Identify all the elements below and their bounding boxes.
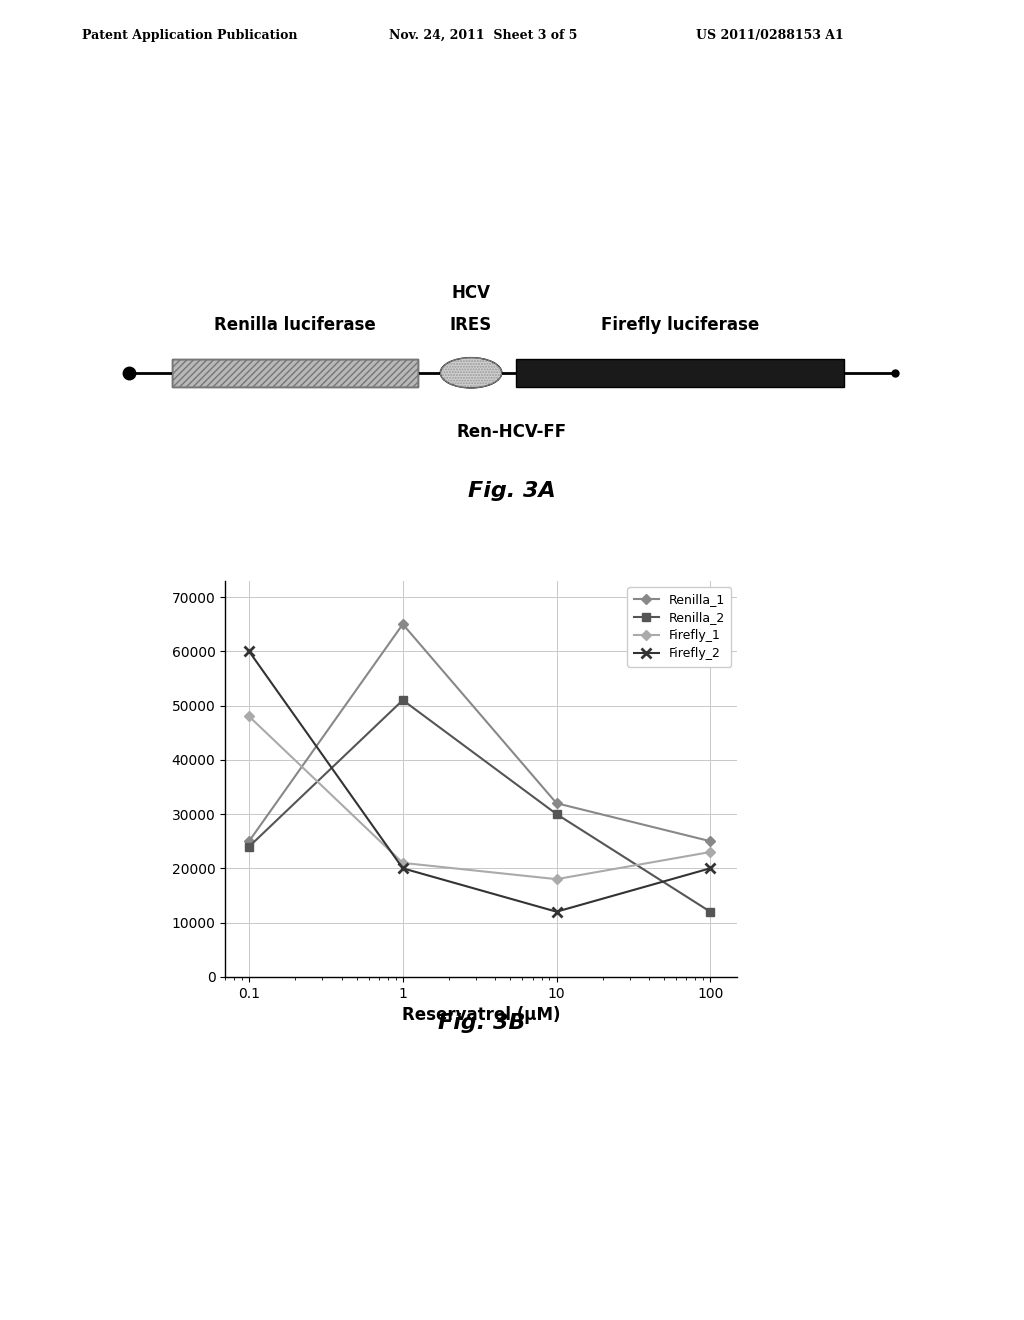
Line: Renilla_1: Renilla_1 <box>246 620 714 845</box>
Renilla_1 <box>396 616 409 632</box>
Renilla_2 <box>705 904 717 920</box>
Renilla_2 <box>396 692 409 708</box>
Text: Fig. 3B: Fig. 3B <box>437 1012 525 1034</box>
Line: Firefly_2: Firefly_2 <box>245 647 715 916</box>
Text: IRES: IRES <box>450 315 493 334</box>
Firefly_2 <box>243 643 255 659</box>
FancyBboxPatch shape <box>172 359 418 387</box>
X-axis label: Reservatrol (μM): Reservatrol (μM) <box>402 1006 560 1024</box>
Text: Renilla luciferase: Renilla luciferase <box>214 315 376 334</box>
Firefly_1 <box>705 843 717 859</box>
Ellipse shape <box>440 358 502 388</box>
Firefly_2 <box>396 861 409 876</box>
Legend: Renilla_1, Renilla_2, Firefly_1, Firefly_2: Renilla_1, Renilla_2, Firefly_1, Firefly… <box>628 587 731 667</box>
Firefly_1 <box>550 871 562 887</box>
Line: Firefly_1: Firefly_1 <box>246 713 714 883</box>
Firefly_2 <box>550 904 562 920</box>
Line: Renilla_2: Renilla_2 <box>245 696 715 916</box>
Text: US 2011/0288153 A1: US 2011/0288153 A1 <box>696 29 844 42</box>
Text: Fig. 3A: Fig. 3A <box>468 480 556 502</box>
Renilla_1 <box>705 833 717 849</box>
Text: Ren-HCV-FF: Ren-HCV-FF <box>457 422 567 441</box>
Renilla_1 <box>243 833 255 849</box>
Text: Firefly luciferase: Firefly luciferase <box>601 315 759 334</box>
Renilla_2 <box>243 838 255 854</box>
Text: Nov. 24, 2011  Sheet 3 of 5: Nov. 24, 2011 Sheet 3 of 5 <box>389 29 578 42</box>
Firefly_1 <box>396 855 409 871</box>
Firefly_1 <box>243 709 255 725</box>
Text: HCV: HCV <box>452 284 490 302</box>
FancyBboxPatch shape <box>516 359 844 387</box>
Renilla_2 <box>550 807 562 822</box>
Firefly_2 <box>705 861 717 876</box>
Renilla_1 <box>550 795 562 810</box>
Text: Patent Application Publication: Patent Application Publication <box>82 29 297 42</box>
